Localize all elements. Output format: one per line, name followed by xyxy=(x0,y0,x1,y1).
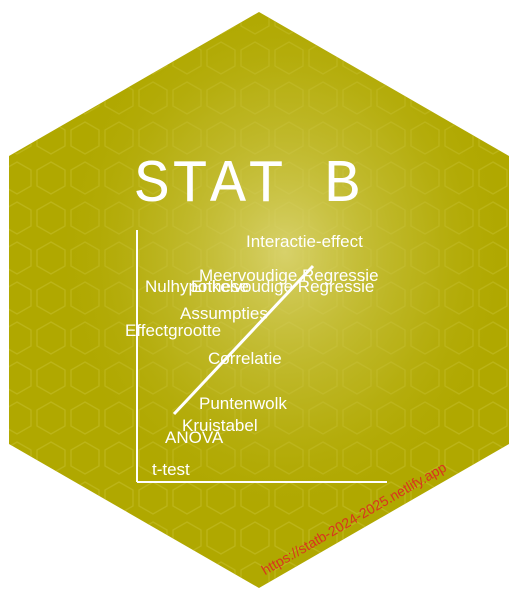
term-puntenwolk: Puntenwolk xyxy=(199,394,287,413)
term-t-test: t-test xyxy=(152,460,190,479)
term-kruistabel: Kruistabel xyxy=(182,416,258,435)
term-enkelvoudige-regressie: Enkelvoudige Regressie xyxy=(191,277,375,296)
term-correlatie: Correlatie xyxy=(208,349,282,368)
term-assumpties: Assumpties xyxy=(180,304,268,323)
logo-title: STAT B xyxy=(134,152,363,220)
regression-line xyxy=(172,264,315,416)
term-meervoudige-regressie: Meervoudige Regressie xyxy=(199,266,379,285)
term-nulhypothese: Nulhypothese xyxy=(145,277,249,296)
term-interactie-effect: Interactie-effect xyxy=(246,232,363,251)
term-anova: ANOVA xyxy=(165,428,224,447)
term-effectgrootte: Effectgrootte xyxy=(125,321,222,340)
